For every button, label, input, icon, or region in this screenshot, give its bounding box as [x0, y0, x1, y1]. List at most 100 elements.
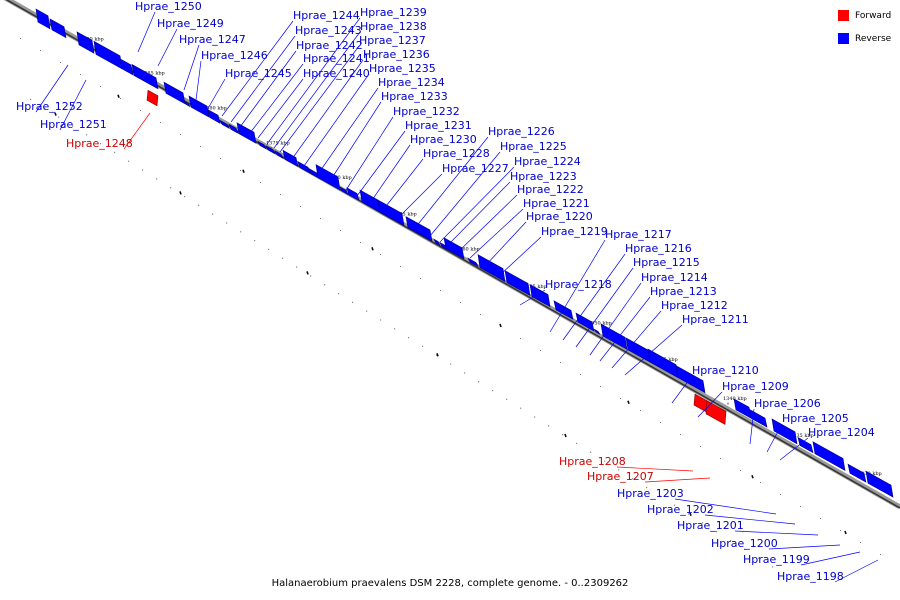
- reverse-gene-glyph[interactable]: [297, 161, 311, 174]
- gene-label[interactable]: Hprae_1209: [722, 380, 789, 393]
- reverse-gene-glyph[interactable]: [771, 418, 798, 445]
- gene-label[interactable]: Hprae_1205: [782, 412, 849, 425]
- gene-label[interactable]: Hprae_1233: [381, 90, 448, 103]
- gene-label[interactable]: Hprae_1248: [66, 137, 133, 150]
- gene-label[interactable]: Hprae_1211: [682, 313, 749, 326]
- reverse-gene-glyph[interactable]: [593, 328, 601, 335]
- gene-label[interactable]: Hprae_1222: [517, 183, 584, 196]
- gene-label[interactable]: Hprae_1203: [617, 487, 684, 500]
- gene-label[interactable]: Hprae_1241: [303, 52, 370, 65]
- reverse-gene-glyph[interactable]: [76, 31, 95, 54]
- reverse-gene-glyph[interactable]: [504, 270, 531, 297]
- reverse-gene-glyph[interactable]: [339, 186, 349, 196]
- reverse-gene-glyph[interactable]: [575, 312, 595, 332]
- gene-label[interactable]: Hprae_1227: [442, 162, 509, 175]
- gene-label[interactable]: Hprae_1234: [378, 76, 445, 89]
- reverse-gene-glyph[interactable]: [207, 109, 221, 124]
- gene-label[interactable]: Hprae_1225: [500, 140, 567, 153]
- forward-gene-glyph[interactable]: [705, 400, 727, 425]
- reverse-gene-glyph[interactable]: [346, 187, 360, 202]
- reverse-gene-glyph[interactable]: [183, 101, 191, 107]
- reverse-gene-glyph[interactable]: [477, 254, 506, 283]
- gene-label[interactable]: Hprae_1228: [423, 147, 490, 160]
- gene-label[interactable]: Hprae_1217: [605, 228, 672, 241]
- reverse-gene-glyph[interactable]: [188, 95, 210, 118]
- gene-label[interactable]: Hprae_1251: [40, 118, 107, 131]
- gene-label[interactable]: Hprae_1213: [650, 285, 717, 298]
- reverse-gene-glyph[interactable]: [847, 463, 867, 483]
- gene-label[interactable]: Hprae_1198: [777, 570, 844, 583]
- reverse-gene-glyph[interactable]: [467, 257, 479, 268]
- reverse-gene-glyph[interactable]: [131, 63, 159, 90]
- reverse-gene-glyph[interactable]: [797, 436, 814, 454]
- gene-label[interactable]: Hprae_1247: [179, 33, 246, 46]
- reverse-gene-glyph[interactable]: [119, 58, 134, 76]
- gene-label[interactable]: Hprae_1206: [754, 397, 821, 410]
- gene-label[interactable]: Hprae_1223: [510, 170, 577, 183]
- gene-label[interactable]: Hprae_1231: [405, 119, 472, 132]
- reverse-gene-glyph[interactable]: [529, 283, 551, 308]
- reverse-gene-glyph[interactable]: [865, 470, 894, 498]
- genome-caption: Halanaerobium praevalens DSM 2228, compl…: [271, 578, 629, 589]
- reverse-gene-glyph[interactable]: [377, 199, 405, 227]
- gene-label[interactable]: Hprae_1201: [677, 519, 744, 532]
- gene-label[interactable]: Hprae_1232: [393, 105, 460, 118]
- gene-label[interactable]: Hprae_1207: [587, 470, 654, 483]
- legend-reverse[interactable]: Reverse: [838, 31, 891, 46]
- gene-label[interactable]: Hprae_1243: [295, 24, 362, 37]
- gene-label[interactable]: Hprae_1238: [360, 20, 427, 33]
- reverse-gene-glyph[interactable]: [553, 300, 574, 320]
- gene-label[interactable]: Hprae_1245: [225, 67, 292, 80]
- legend-forward[interactable]: Forward: [838, 8, 891, 23]
- gene-label[interactable]: Hprae_1202: [647, 503, 714, 516]
- gene-label[interactable]: Hprae_1199: [743, 553, 810, 566]
- gene-label[interactable]: Hprae_1216: [625, 242, 692, 255]
- gene-label[interactable]: Hprae_1226: [488, 125, 555, 138]
- gene-label[interactable]: Hprae_1250: [135, 0, 202, 13]
- reverse-gene-glyph[interactable]: [733, 398, 752, 419]
- gene-label[interactable]: Hprae_1224: [514, 155, 581, 168]
- reverse-gene-glyph[interactable]: [282, 149, 299, 168]
- gene-label[interactable]: Hprae_1204: [808, 426, 875, 439]
- reverse-gene-glyph[interactable]: [812, 441, 846, 472]
- gene-label[interactable]: Hprae_1214: [641, 271, 708, 284]
- reverse-gene-glyph[interactable]: [93, 40, 123, 70]
- gene-label[interactable]: Hprae_1252: [16, 100, 83, 113]
- reverse-gene-glyph[interactable]: [647, 348, 679, 379]
- gene-label[interactable]: Hprae_1236: [363, 48, 430, 61]
- gene-label[interactable]: Hprae_1221: [523, 197, 590, 210]
- reverse-gene-glyph[interactable]: [49, 18, 67, 39]
- gene-label[interactable]: Hprae_1215: [633, 256, 700, 269]
- gene-label[interactable]: Hprae_1239: [360, 6, 427, 19]
- gene-label[interactable]: Hprae_1235: [369, 62, 436, 75]
- gene-label[interactable]: Hprae_1210: [692, 364, 759, 377]
- reverse-gene-glyph[interactable]: [228, 123, 239, 134]
- gene-label[interactable]: Hprae_1242: [296, 39, 363, 52]
- gene-label[interactable]: Hprae_1244: [293, 9, 360, 22]
- reverse-gene-glyph[interactable]: [315, 164, 341, 191]
- track-dot: [142, 169, 144, 171]
- reverse-gene-glyph[interactable]: [236, 122, 257, 144]
- reverse-gene-glyph[interactable]: [274, 150, 284, 159]
- reverse-gene-glyph[interactable]: [405, 216, 433, 242]
- gene-label[interactable]: Hprae_1240: [303, 67, 370, 80]
- reverse-gene-glyph[interactable]: [439, 241, 448, 251]
- gene-label[interactable]: Hprae_1208: [559, 455, 626, 468]
- reverse-gene-glyph[interactable]: [675, 365, 706, 394]
- gene-label[interactable]: Hprae_1220: [526, 210, 593, 223]
- gene-label[interactable]: Hprae_1230: [410, 133, 477, 146]
- reverse-gene-glyph[interactable]: [219, 119, 230, 129]
- gene-leader-line: [266, 17, 361, 145]
- gene-label[interactable]: Hprae_1219: [541, 225, 608, 238]
- gene-label[interactable]: Hprae_1249: [157, 17, 224, 30]
- reverse-gene-glyph[interactable]: [35, 8, 51, 30]
- gene-label[interactable]: Hprae_1212: [661, 299, 728, 312]
- gene-label[interactable]: Hprae_1200: [711, 537, 778, 550]
- reverse-gene-glyph[interactable]: [257, 140, 267, 150]
- reverse-gene-glyph[interactable]: [433, 238, 441, 247]
- gene-label[interactable]: Hprae_1237: [359, 34, 426, 47]
- reverse-gene-glyph[interactable]: [163, 81, 186, 105]
- gene-label[interactable]: Hprae_1246: [201, 49, 268, 62]
- forward-gene-glyph[interactable]: [146, 89, 159, 107]
- reverse-gene-glyph[interactable]: [265, 145, 276, 155]
